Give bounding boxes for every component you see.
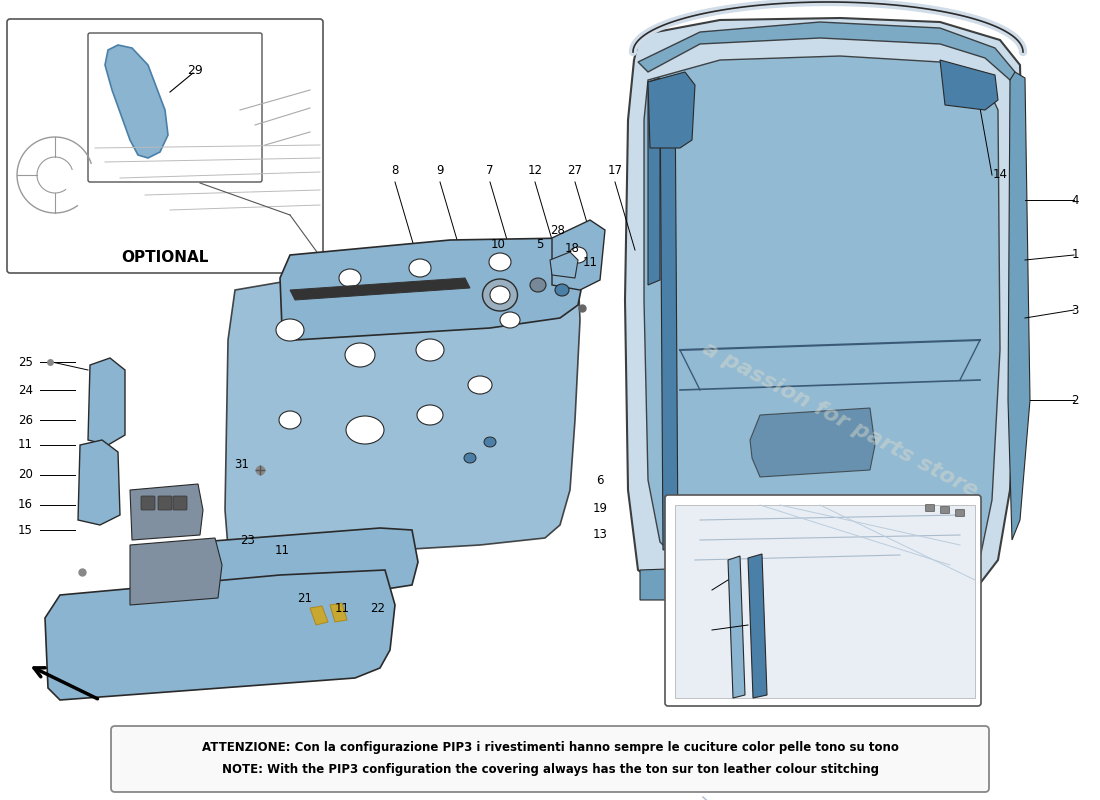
Text: 31: 31 [234, 458, 250, 471]
Ellipse shape [468, 376, 492, 394]
Ellipse shape [276, 319, 304, 341]
Polygon shape [310, 606, 328, 625]
Ellipse shape [530, 278, 546, 292]
Text: 13: 13 [593, 529, 607, 542]
Ellipse shape [483, 279, 517, 311]
Polygon shape [226, 258, 580, 560]
Polygon shape [104, 45, 168, 158]
Text: 12: 12 [528, 163, 542, 177]
Polygon shape [728, 556, 745, 698]
Ellipse shape [409, 259, 431, 277]
Text: 2: 2 [1071, 394, 1079, 406]
FancyBboxPatch shape [666, 495, 981, 706]
Polygon shape [280, 238, 582, 340]
Text: 22: 22 [371, 602, 385, 614]
Text: 8: 8 [392, 163, 398, 177]
Polygon shape [88, 358, 125, 445]
FancyBboxPatch shape [173, 496, 187, 510]
FancyBboxPatch shape [925, 505, 935, 511]
Text: 20: 20 [18, 469, 33, 482]
Text: 23: 23 [241, 534, 255, 546]
Ellipse shape [490, 286, 510, 304]
Polygon shape [130, 484, 204, 540]
Text: 4: 4 [1071, 194, 1079, 206]
FancyBboxPatch shape [141, 496, 155, 510]
Ellipse shape [279, 411, 301, 429]
Text: 30: 30 [695, 583, 710, 597]
Polygon shape [45, 570, 395, 700]
Text: 3: 3 [1071, 303, 1079, 317]
Ellipse shape [500, 312, 520, 328]
Polygon shape [750, 408, 874, 477]
Text: 1: 1 [1071, 249, 1079, 262]
Ellipse shape [490, 253, 512, 271]
Polygon shape [640, 558, 980, 600]
FancyBboxPatch shape [7, 19, 323, 273]
Polygon shape [182, 528, 418, 604]
Text: a passion for parts store: a passion for parts store [698, 338, 981, 502]
Text: 15: 15 [18, 523, 33, 537]
Ellipse shape [346, 416, 384, 444]
Text: 24: 24 [18, 383, 33, 397]
FancyBboxPatch shape [940, 506, 949, 514]
Ellipse shape [416, 339, 444, 361]
Polygon shape [1008, 72, 1030, 540]
Polygon shape [130, 538, 222, 605]
Text: 11: 11 [275, 543, 289, 557]
Text: 6: 6 [596, 474, 604, 486]
Polygon shape [648, 72, 695, 148]
Text: 7: 7 [486, 163, 494, 177]
Ellipse shape [484, 437, 496, 447]
Ellipse shape [345, 343, 375, 367]
Text: ATTENZIONE: Con la configurazione PIP3 i rivestimenti hanno sempre le cuciture c: ATTENZIONE: Con la configurazione PIP3 i… [201, 742, 899, 754]
Polygon shape [625, 18, 1022, 600]
Polygon shape [675, 505, 975, 698]
Ellipse shape [464, 453, 476, 463]
Ellipse shape [569, 247, 587, 263]
Polygon shape [330, 603, 346, 622]
Ellipse shape [556, 284, 569, 296]
Text: 16: 16 [18, 498, 33, 511]
FancyBboxPatch shape [111, 726, 989, 792]
Text: 17: 17 [607, 163, 623, 177]
Text: 26: 26 [18, 414, 33, 426]
Polygon shape [550, 252, 578, 278]
Text: 11: 11 [583, 255, 597, 269]
Text: 21: 21 [297, 591, 312, 605]
Ellipse shape [339, 269, 361, 287]
Text: 25: 25 [18, 355, 33, 369]
Text: 19: 19 [593, 502, 607, 514]
FancyBboxPatch shape [88, 33, 262, 182]
Polygon shape [290, 278, 470, 300]
Polygon shape [648, 78, 660, 285]
Text: 9: 9 [437, 163, 443, 177]
Polygon shape [660, 78, 678, 550]
Text: 10: 10 [491, 238, 505, 250]
Text: 11: 11 [18, 438, 33, 451]
Polygon shape [78, 440, 120, 525]
FancyBboxPatch shape [158, 496, 172, 510]
Text: 2: 2 [703, 623, 710, 637]
Text: OPTIONAL: OPTIONAL [121, 250, 209, 266]
Text: 29: 29 [187, 63, 202, 77]
Text: 27: 27 [568, 163, 583, 177]
Text: 11: 11 [334, 602, 350, 614]
Ellipse shape [417, 405, 443, 425]
Text: 28: 28 [551, 223, 565, 237]
Polygon shape [638, 22, 1018, 100]
FancyBboxPatch shape [956, 510, 965, 517]
Polygon shape [748, 554, 767, 698]
Text: 14: 14 [992, 169, 1008, 182]
Polygon shape [940, 60, 998, 110]
Polygon shape [552, 220, 605, 290]
Text: NOTE: With the PIP3 configuration the covering always has the ton sur ton leathe: NOTE: With the PIP3 configuration the co… [221, 763, 879, 777]
Polygon shape [644, 56, 1000, 572]
Text: 18: 18 [564, 242, 580, 254]
Text: 5: 5 [537, 238, 543, 250]
